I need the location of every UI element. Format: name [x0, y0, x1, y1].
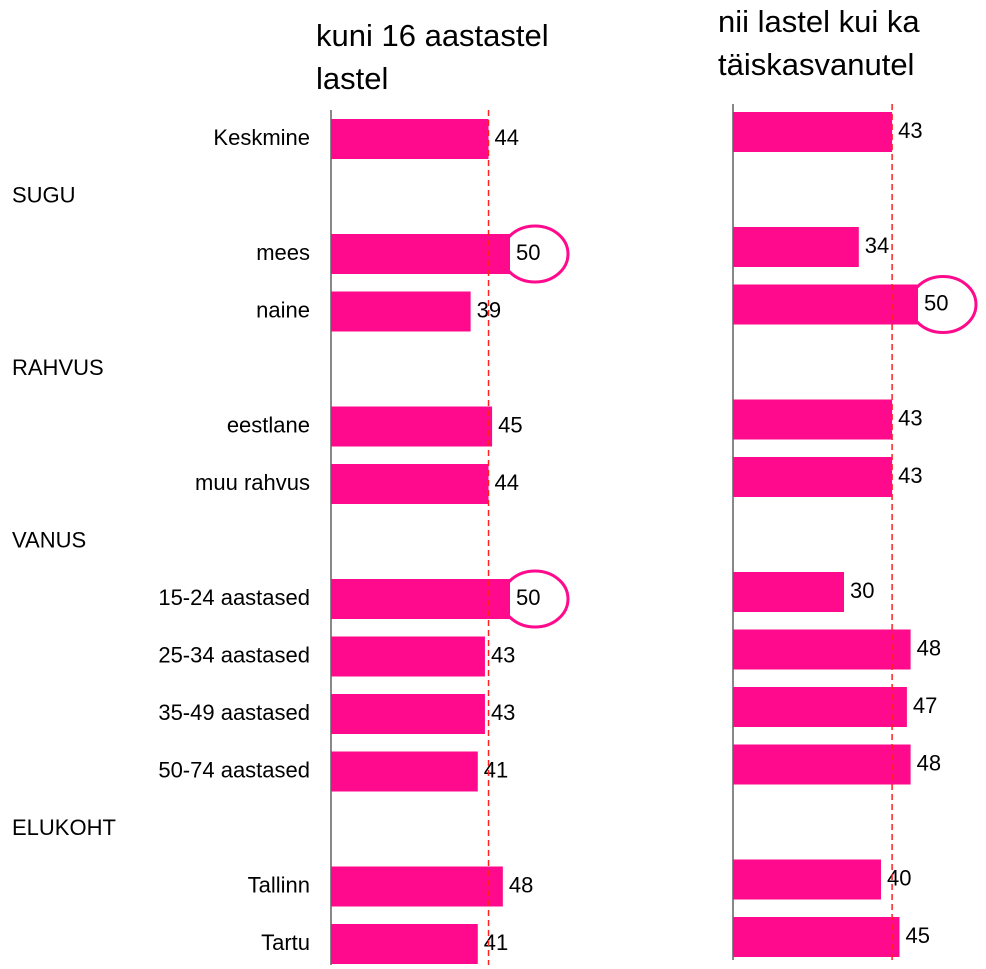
bar — [733, 687, 907, 727]
value-label: 45 — [906, 923, 930, 948]
bar — [331, 464, 489, 504]
bar — [331, 866, 503, 907]
value-label: 45 — [498, 412, 522, 437]
bar — [331, 694, 485, 734]
value-label: 50 — [924, 290, 948, 315]
value-label: 43 — [898, 118, 922, 143]
value-label: 41 — [484, 930, 508, 955]
category-label: 25-34 aastased — [158, 642, 310, 667]
bar — [733, 399, 893, 440]
bar — [733, 112, 893, 152]
bar — [733, 572, 844, 612]
value-label: 41 — [484, 757, 508, 782]
value-label: 44 — [495, 125, 519, 150]
value-label: 50 — [516, 240, 540, 265]
bar — [733, 284, 918, 325]
value-label: 47 — [913, 693, 937, 718]
value-label: 43 — [491, 642, 515, 667]
value-label: 48 — [917, 750, 941, 775]
group-header: ELUKOHT — [12, 815, 116, 840]
value-label: 43 — [491, 700, 515, 725]
bar — [331, 234, 510, 274]
bar — [733, 227, 859, 267]
group-header: VANUS — [12, 527, 86, 552]
bar — [733, 457, 893, 497]
bar — [733, 859, 881, 900]
bar — [733, 629, 911, 670]
value-label: 43 — [898, 405, 922, 430]
group-header: SUGU — [12, 182, 76, 207]
bar — [331, 119, 489, 159]
bar — [331, 291, 471, 332]
highlight-circle — [500, 224, 570, 284]
bar — [331, 636, 485, 677]
panel-title: nii lastel kui ka täiskasvanutel — [718, 4, 920, 82]
bar — [733, 917, 900, 957]
bar — [331, 751, 478, 792]
value-label: 44 — [495, 470, 519, 495]
category-label: naine — [256, 297, 310, 322]
category-label: Tallinn — [248, 872, 310, 897]
bar — [733, 744, 911, 785]
category-label: 15-24 aastased — [158, 585, 310, 610]
category-label: Tartu — [261, 930, 310, 955]
highlight-circle — [908, 275, 978, 334]
category-label: eestlane — [227, 412, 310, 437]
value-label: 43 — [898, 463, 922, 488]
value-label: 50 — [516, 585, 540, 610]
category-label: 35-49 aastased — [158, 700, 310, 725]
highlight-circle — [500, 569, 570, 629]
value-label: 48 — [917, 635, 941, 660]
panel-title: kuni 16 aastastel lastel — [316, 18, 549, 96]
value-label: 34 — [865, 233, 889, 258]
category-label: mees — [256, 240, 310, 265]
bar — [331, 579, 510, 619]
category-label: Keskmine — [213, 125, 310, 150]
bar — [331, 924, 478, 964]
value-label: 30 — [850, 578, 874, 603]
value-label: 40 — [887, 865, 911, 890]
bar — [331, 406, 493, 447]
category-label: 50-74 aastased — [158, 757, 310, 782]
category-label: muu rahvus — [195, 470, 310, 495]
group-header: RAHVUS — [12, 355, 104, 380]
value-label: 48 — [509, 872, 533, 897]
